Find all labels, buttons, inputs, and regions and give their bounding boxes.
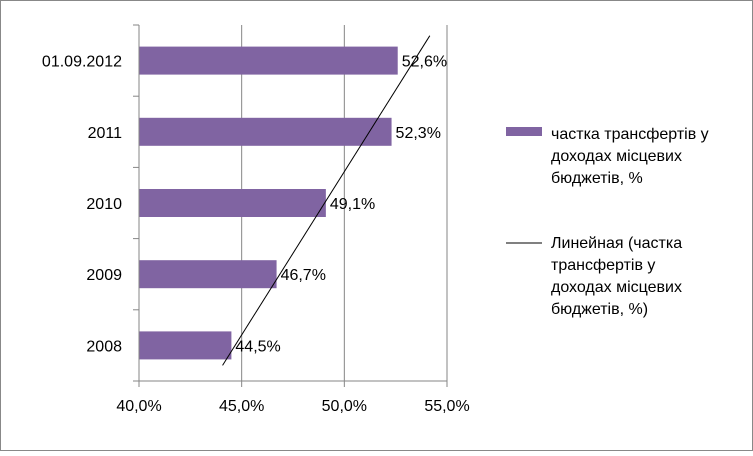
data-label-2009: 46,7% — [281, 267, 326, 284]
trendline — [222, 35, 431, 366]
category-label: 2008 — [86, 338, 122, 355]
legend: частка трансфертів у доходах місцевих бюдж… — [506, 126, 709, 318]
legend-label-trendline: Линейная (частка — [551, 235, 682, 252]
category-labels: 2008 2009 2010 2011 01.09.2012 — [42, 54, 122, 356]
data-label-2010: 49,1% — [330, 196, 375, 213]
trendline-group — [222, 35, 431, 366]
x-tick-label: 55,0% — [424, 398, 469, 415]
bars — [139, 46, 398, 360]
data-label-2011: 52,3% — [396, 125, 441, 142]
legend-label-trendline: трансфертів у — [551, 257, 655, 274]
legend-label-bars: частка трансфертів у — [551, 126, 709, 143]
x-tick-labels: 40,0% 45,0% 50,0% 55,0% — [116, 398, 469, 415]
data-labels: 44,5% 46,7% 49,1% 52,3% 52,6% — [235, 54, 447, 356]
category-label: 2009 — [86, 267, 122, 284]
axes — [133, 24, 448, 387]
legend-swatch-bars — [506, 127, 542, 136]
bar-2010 — [139, 189, 326, 217]
bar-2011 — [139, 117, 392, 146]
bar-2009 — [139, 260, 277, 289]
category-label: 2011 — [88, 125, 123, 142]
x-tick-label: 45,0% — [219, 398, 264, 415]
category-label: 01.09.2012 — [42, 54, 122, 71]
category-label: 2010 — [86, 196, 122, 213]
data-label-2008: 44,5% — [235, 338, 280, 355]
legend-label-bars: доходах місцевих — [551, 148, 682, 165]
legend-label-bars: бюджетів, % — [551, 170, 643, 187]
data-label-01.09.2012: 52,6% — [402, 54, 447, 71]
bar-01.09.2012 — [139, 46, 398, 75]
x-tick-label: 50,0% — [322, 398, 367, 415]
legend-label-trendline: бюджетів, %) — [551, 301, 648, 318]
bar-2008 — [139, 331, 232, 360]
x-tick-label: 40,0% — [116, 398, 161, 415]
legend-label-trendline: доходах місцевих — [551, 279, 682, 296]
